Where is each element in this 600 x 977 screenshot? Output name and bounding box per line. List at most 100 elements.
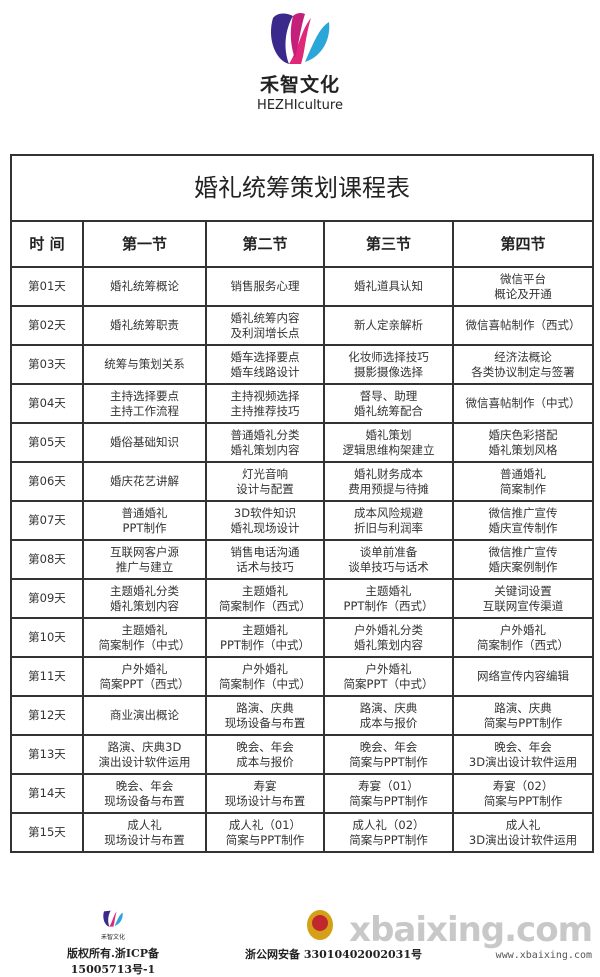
lesson-cell: 路演、庆典 现场设备与布置	[205, 695, 325, 736]
lesson-cell: 统筹与策划关系	[82, 344, 207, 385]
table-row: 第03天 统筹与策划关系 婚车选择要点 婚车线路设计 化妆师选择技巧 摄影摄像选择 经济…	[10, 344, 595, 385]
column-header: 时 间	[10, 220, 84, 268]
logo-mark-icon	[270, 12, 330, 64]
table-row: 第14天 晚会、年会 现场设备与布置 寿宴 现场设计与布置 寿宴（01） 简案与PPT…	[10, 773, 595, 814]
lesson-cell: 主持选择要点 主持工作流程	[82, 383, 207, 424]
lesson-cell: 主题婚礼 简案制作（中式）	[82, 617, 207, 658]
table-row: 第13天 路演、庆典3D 演出设计软件运用 晚会、年会 成本与报价 晚会、年会 简案与…	[10, 734, 595, 775]
day-cell: 第08天	[10, 539, 84, 580]
lesson-cell: 晚会、年会 现场设备与布置	[82, 773, 207, 814]
lesson-cell: 成人礼（01） 简案与PPT制作	[205, 812, 325, 853]
table-row: 第01天 婚礼统筹概论 销售服务心理 婚礼道具认知 微信平台 概论及开通	[10, 266, 595, 307]
lesson-cell: 婚礼财务成本 费用预提与待摊	[323, 461, 454, 502]
watermark: xbaixing.com www.xbaixing.com	[349, 910, 593, 961]
table-row: 第12天 商业演出概论 路演、庆典 现场设备与布置 路演、庆典 成本与报价 路演、庆典 …	[10, 695, 595, 736]
brand-name-en: HEZHIculture	[257, 98, 343, 113]
lesson-cell: 路演、庆典3D 演出设计软件运用	[82, 734, 207, 775]
day-cell: 第01天	[10, 266, 84, 307]
footer: 禾智文化 版权所有.浙ICP备15005713号-1 浙公网安备 3301040…	[0, 900, 600, 976]
lesson-cell: 婚俗基础知识	[82, 422, 207, 463]
police-record-text[interactable]: 浙公网安备 33010402002031号	[245, 948, 422, 961]
brand-name-cn: 禾智文化	[259, 74, 340, 96]
lesson-cell: 化妆师选择技巧 摄影摄像选择	[323, 344, 454, 385]
brand-logo: 禾智文化 HEZHIculture	[0, 8, 600, 113]
column-header: 第四节	[451, 220, 595, 268]
table-row: 第09天 主题婚礼分类 婚礼策划内容 主题婚礼 简案制作（西式） 主题婚礼 PPT制作…	[10, 578, 595, 619]
column-header: 第三节	[323, 220, 454, 268]
lesson-cell: 路演、庆典 简案与PPT制作	[451, 695, 595, 736]
lesson-cell: 销售电话沟通 话术与技巧	[205, 539, 325, 580]
table-row: 第11天 户外婚礼 简案PPT（西式） 户外婚礼 简案制作（中式） 户外婚礼 简案PP…	[10, 656, 595, 697]
table-row: 第04天 主持选择要点 主持工作流程 主持视频选择 主持推荐技巧 督导、助理 婚礼统筹…	[10, 383, 595, 424]
lesson-cell: 灯光音响 设计与配置	[205, 461, 325, 502]
lesson-cell: 主题婚礼 PPT制作（西式）	[323, 578, 454, 619]
table-title: 婚礼统筹策划课程表	[9, 154, 595, 222]
lesson-cell: 户外婚礼 简案制作（西式）	[451, 617, 595, 658]
lesson-cell: 普通婚礼 PPT制作	[82, 500, 207, 541]
lesson-cell: 经济法概论 各类协议制定与签署	[451, 344, 595, 385]
lesson-cell: 普通婚礼分类 婚礼策划内容	[205, 422, 325, 463]
lesson-cell: 新人定亲解析	[323, 305, 454, 346]
lesson-cell: 婚礼统筹职责	[82, 305, 207, 346]
lesson-cell: 婚礼统筹内容 及利润增长点	[205, 305, 325, 346]
table-row: 第15天 成人礼 现场设计与布置 成人礼（01） 简案与PPT制作 成人礼（02） 简…	[10, 812, 595, 853]
lesson-cell: 微信喜帖制作（西式）	[451, 305, 595, 346]
lesson-cell: 户外婚礼 简案PPT（西式）	[82, 656, 207, 697]
lesson-cell: 户外婚礼分类 婚礼策划内容	[323, 617, 454, 658]
lesson-cell: 婚礼道具认知	[323, 266, 454, 307]
lesson-cell: 主题婚礼分类 婚礼策划内容	[82, 578, 207, 619]
day-cell: 第07天	[10, 500, 84, 541]
lesson-cell: 成人礼（02） 简案与PPT制作	[323, 812, 454, 853]
column-header: 第二节	[205, 220, 325, 268]
lesson-cell: 普通婚礼 简案制作	[451, 461, 595, 502]
day-cell: 第13天	[10, 734, 84, 775]
table-row: 第05天 婚俗基础知识 普通婚礼分类 婚礼策划内容 婚礼策划 逻辑思维构架建立 婚庆色彩…	[10, 422, 595, 463]
lesson-cell: 网络宣传内容编辑	[451, 656, 595, 697]
lesson-cell: 婚庆花艺讲解	[82, 461, 207, 502]
day-cell: 第11天	[10, 656, 84, 697]
lesson-cell: 主持视频选择 主持推荐技巧	[205, 383, 325, 424]
lesson-cell: 微信推广宣传 婚庆宣传制作	[451, 500, 595, 541]
lesson-cell: 成人礼 现场设计与布置	[82, 812, 207, 853]
lesson-cell: 路演、庆典 成本与报价	[323, 695, 454, 736]
lesson-cell: 3D软件知识 婚礼现场设计	[205, 500, 325, 541]
lesson-cell: 寿宴（02） 简案与PPT制作	[451, 773, 595, 814]
day-cell: 第14天	[10, 773, 84, 814]
lesson-cell: 微信推广宣传 婚庆案例制作	[451, 539, 595, 580]
table-row: 第10天 主题婚礼 简案制作（中式） 主题婚礼 PPT制作（中式） 户外婚礼分类 婚礼…	[10, 617, 595, 658]
lesson-cell: 微信喜帖制作（中式）	[451, 383, 595, 424]
day-cell: 第04天	[10, 383, 84, 424]
lesson-cell: 互联网客户源 推广与建立	[82, 539, 207, 580]
copyright-text: 版权所有.浙ICP备15005713号-1	[66, 947, 159, 976]
watermark-url[interactable]: www.xbaixing.com	[495, 950, 592, 961]
footer-brand: 禾智文化	[100, 934, 125, 941]
table-row: 第08天 互联网客户源 推广与建立 销售电话沟通 话术与技巧 谈单前准备 谈单技巧与话…	[10, 539, 595, 580]
lesson-cell: 销售服务心理	[205, 266, 325, 307]
lesson-cell: 婚礼策划 逻辑思维构架建立	[323, 422, 454, 463]
lesson-cell: 督导、助理 婚礼统筹配合	[323, 383, 454, 424]
lesson-cell: 户外婚礼 简案制作（中式）	[205, 656, 325, 697]
table-row: 第07天 普通婚礼 PPT制作 3D软件知识 婚礼现场设计 成本风险规避 折旧与利润率…	[10, 500, 595, 541]
day-cell: 第06天	[10, 461, 84, 502]
course-schedule-table: 婚礼统筹策划课程表 时 间第一节 第二节 第三节 第四节 第01天 婚礼统筹概论 销售服务…	[9, 154, 595, 853]
lesson-cell: 婚车选择要点 婚车线路设计	[205, 344, 325, 385]
lesson-cell: 主题婚礼 简案制作（西式）	[205, 578, 325, 619]
lesson-cell: 婚庆色彩搭配 婚礼策划风格	[451, 422, 595, 463]
day-cell: 第10天	[10, 617, 84, 658]
watermark-text: xbaixing.com	[349, 910, 593, 950]
lesson-cell: 寿宴 现场设计与布置	[205, 773, 325, 814]
lesson-cell: 寿宴（01） 简案与PPT制作	[323, 773, 454, 814]
lesson-cell: 成人礼 3D演出设计软件运用	[451, 812, 595, 853]
lesson-cell: 户外婚礼 简案PPT（中式）	[323, 656, 454, 697]
lesson-cell: 商业演出概论	[82, 695, 207, 736]
day-cell: 第05天	[10, 422, 84, 463]
lesson-cell: 关键词设置 互联网宣传渠道	[451, 578, 595, 619]
day-cell: 第15天	[10, 812, 84, 853]
footer-logo-icon	[103, 910, 123, 927]
day-cell: 第09天	[10, 578, 84, 619]
column-header: 第一节	[82, 220, 207, 268]
day-cell: 第12天	[10, 695, 84, 736]
lesson-cell: 晚会、年会 3D演出设计软件运用	[451, 734, 595, 775]
day-cell: 第02天	[10, 305, 84, 346]
day-cell: 第03天	[10, 344, 84, 385]
